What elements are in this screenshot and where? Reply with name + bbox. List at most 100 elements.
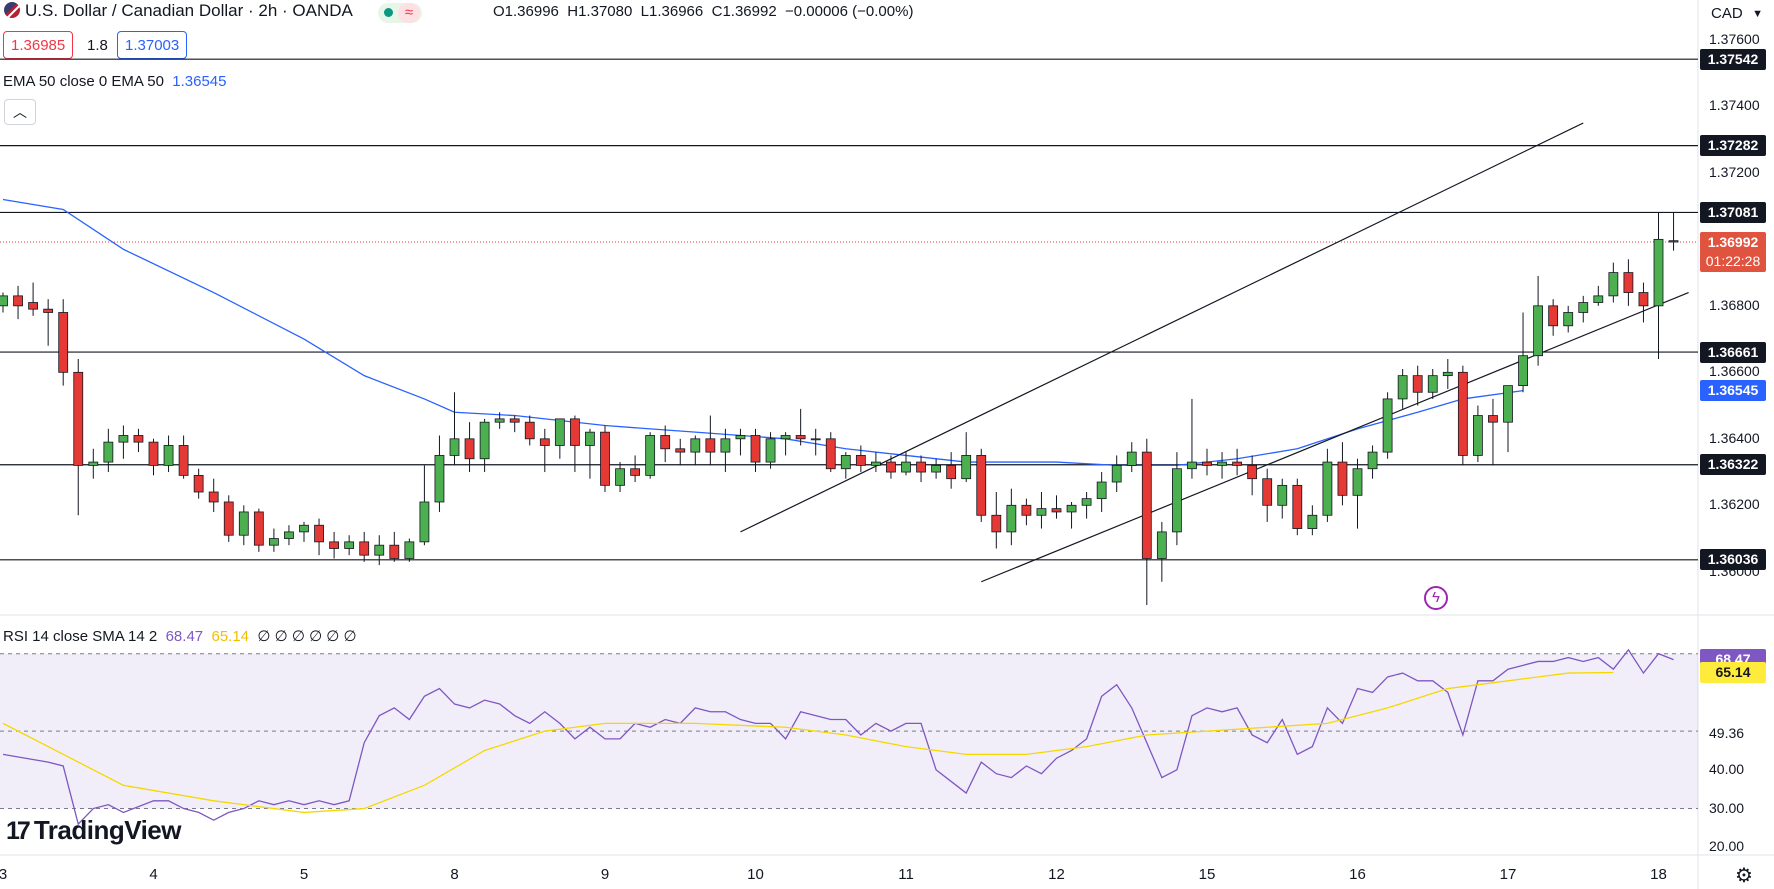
candle-body [28,302,39,310]
candle [118,425,129,459]
candle [690,435,701,466]
candle [840,452,851,479]
candle [28,282,39,316]
candle [1156,521,1167,582]
candle-body [1518,355,1528,387]
tradingview-logo: 17 TradingView [6,815,182,846]
channel-upper-line [740,122,1584,533]
candle [1397,369,1408,409]
candle-body [690,438,701,453]
ohlc-change: −0.00006 (−0.00%) [785,3,914,20]
candle [615,462,625,492]
candle-body [961,455,972,480]
rsi-line [2,648,1674,826]
candle [133,428,144,453]
channel-lower-line [981,291,1689,583]
level-price-tag: 1.36036 [1700,549,1766,571]
candle [810,428,821,456]
us-flag-icon [4,2,20,18]
candle [1518,312,1528,393]
candle-body [118,435,129,443]
currency-selector[interactable]: CAD ▼ [1703,3,1769,25]
candle-body [464,438,475,460]
level-price-tag: 1.36661 [1700,341,1766,363]
candle-body [705,438,716,453]
candle [1126,442,1137,473]
rsi-legend[interactable]: RSI 14 close SMA 14 2 68.47 65.14 ∅ ∅ ∅ … [3,627,357,645]
candle-body [615,468,625,486]
sma-line [2,671,1614,814]
candle [268,528,279,552]
ohlc-open: 1.36996 [504,3,559,20]
candle [1503,385,1513,453]
symbol-header[interactable]: U.S. Dollar / Canadian Dollar · 2h · OAN… [4,1,353,21]
candle [13,285,23,320]
candle [178,435,189,479]
candle-body [329,541,340,549]
candle [750,428,761,473]
candle-body [1653,238,1664,307]
price-tick-label: 1.37200 [1709,163,1760,180]
settings-gear-icon[interactable]: ⚙ [1735,865,1753,887]
candle-body [931,465,941,473]
candle [479,418,490,473]
candle [1473,405,1483,463]
candle-body [825,438,836,470]
candle-body [1608,272,1619,297]
candle [299,521,309,542]
candle-body [419,501,430,543]
ohlc-close: 1.36992 [722,3,777,20]
candle [855,445,866,473]
candle-body [1623,272,1634,293]
candle-body [1051,508,1062,513]
candle-body [1548,305,1559,327]
candle [795,408,806,446]
candle-body [314,524,324,543]
candle-body [795,435,806,440]
candle [1337,442,1348,506]
candle-body [133,435,144,443]
candle [1427,369,1438,399]
candle [720,428,731,473]
rsi-tick-label: 20.00 [1709,838,1745,855]
rsi-value: 68.47 [165,628,204,645]
candle [1307,505,1318,536]
candle [1247,455,1258,496]
lightning-icon[interactable]: ϟ [1424,586,1448,610]
time-tick-label: 3 [0,866,8,883]
candle-body [871,461,881,466]
ema-value: 1.36545 [172,73,227,90]
candle-body [855,455,866,466]
candle-body [1307,514,1318,529]
countdown-tag: 01:22:28 [1700,250,1766,272]
tradingview-brand: TradingView [33,815,182,845]
candle [570,415,580,473]
buy-button[interactable]: 1.37003 [117,31,188,59]
candle-body [1202,461,1212,466]
candle-body [976,455,987,516]
candle-body [1442,371,1453,377]
candle-body [299,524,309,533]
collapse-legend-button[interactable]: ︿ [4,99,36,125]
candle [705,415,716,466]
ohlc-readout: O1.36996 H1.37080 L1.36966 C1.36992 −0.0… [493,3,914,20]
level-price-tag: 1.37542 [1700,48,1766,70]
ema-legend[interactable]: EMA 50 close 0 EMA 50 1.36545 [3,73,227,90]
candle-body [1412,375,1423,393]
price-tick-label: 1.36600 [1709,363,1760,380]
candle [1563,305,1574,333]
candle [1367,445,1378,479]
candle [735,428,746,456]
candle [1172,452,1182,546]
candle [931,458,941,479]
candle [1488,398,1498,466]
candle-body [1563,312,1574,327]
sma-value-tag: 65.14 [1700,662,1766,684]
candle-body [163,445,174,466]
candle-body [660,435,671,450]
candle-body [810,438,821,441]
candle [103,428,114,473]
sell-button[interactable]: 1.36985 [3,31,74,59]
candle-body [1367,451,1378,470]
